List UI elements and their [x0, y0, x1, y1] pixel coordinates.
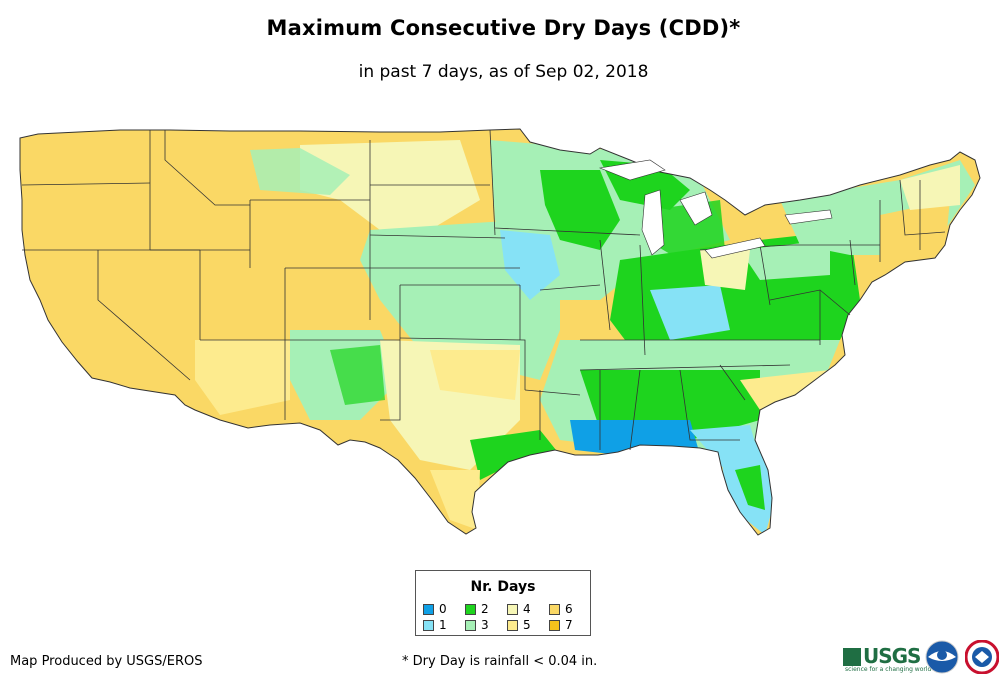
legend-item-3: 3: [465, 619, 489, 631]
legend-item-1: 1: [423, 619, 447, 631]
great-lakes: [598, 159, 833, 259]
legend-swatch: [507, 620, 518, 631]
map-title: Maximum Consecutive Dry Days (CDD)*: [266, 16, 741, 40]
usgs-logo: USGS: [843, 644, 921, 668]
legend-item-0: 0: [423, 603, 447, 615]
us-cdd-map: [19, 128, 981, 536]
legend-label: 1: [439, 618, 447, 632]
legend-item-2: 2: [465, 603, 489, 615]
legend-item-4: 4: [507, 603, 531, 615]
agency-logos: USGS science for a changing world: [843, 638, 1003, 676]
usgs-tagline: science for a changing world: [845, 666, 932, 673]
legend: Nr. Days 0 1 2 3 4 5 6 7: [415, 570, 591, 636]
legend-swatch: [549, 620, 560, 631]
legend-label: 7: [565, 618, 573, 632]
nws-logo: [965, 640, 999, 674]
noaa-logo: [925, 640, 959, 674]
usgs-wave-icon: [843, 648, 861, 666]
state-borders: [19, 128, 981, 536]
legend-label: 6: [565, 602, 573, 616]
legend-label: 5: [523, 618, 531, 632]
legend-item-5: 5: [507, 619, 531, 631]
usgs-logo-text: USGS: [863, 644, 921, 668]
legend-label: 4: [523, 602, 531, 616]
legend-title: Nr. Days: [470, 579, 536, 595]
legend-label: 3: [481, 618, 489, 632]
legend-label: 0: [439, 602, 447, 616]
legend-swatch: [507, 604, 518, 615]
legend-swatch: [465, 604, 476, 615]
legend-swatch: [549, 604, 560, 615]
map-subtitle: in past 7 days, as of Sep 02, 2018: [358, 62, 649, 82]
legend-item-7: 7: [549, 619, 573, 631]
cdd-raster: [20, 129, 980, 535]
legend-item-6: 6: [549, 603, 573, 615]
legend-swatch: [423, 604, 434, 615]
legend-label: 2: [481, 602, 489, 616]
footnote-text: * Dry Day is rainfall < 0.04 in.: [402, 654, 598, 669]
credit-text: Map Produced by USGS/EROS: [10, 654, 203, 669]
legend-swatch: [423, 620, 434, 631]
legend-swatch: [465, 620, 476, 631]
